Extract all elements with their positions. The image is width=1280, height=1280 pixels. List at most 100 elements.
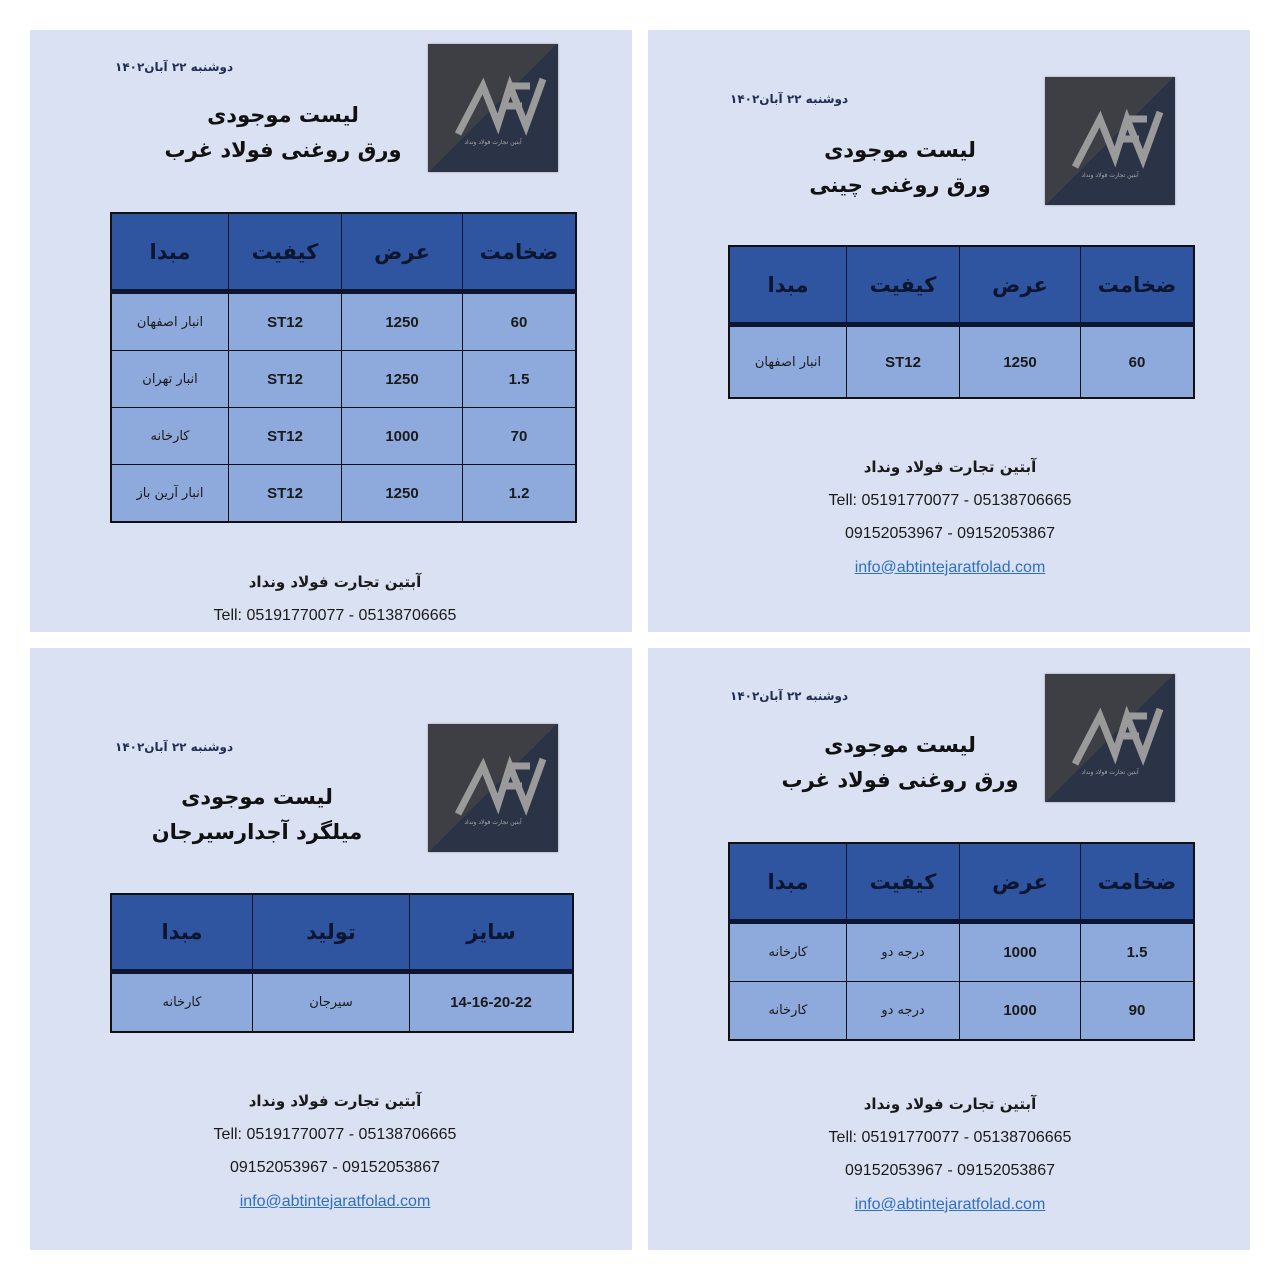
footer-mobile: 09152053967 - 09152053867 [845, 525, 1055, 542]
column-header: ضخامت [1080, 842, 1195, 924]
page-title: لیست موجودی ورق روغنی فولاد غرب [740, 728, 1060, 798]
column-header: مبدا [728, 245, 847, 327]
column-header: عرض [959, 245, 1081, 327]
footer-email[interactable]: info@abtintejaratfolad.com [854, 558, 1046, 576]
table-cell: 1250 [341, 464, 463, 523]
column-header: تولید [252, 893, 410, 974]
table-cell: 60 [1080, 324, 1195, 399]
svg-text:آبتین تجارت فولاد ونداد: آبتین تجارت فولاد ونداد [1081, 170, 1139, 179]
table-cell: 60 [462, 291, 577, 351]
table-cell: ST12 [228, 464, 342, 523]
table-row: 70 1000 ST12 کارخانه [110, 407, 577, 465]
column-header: کیفیت [846, 245, 960, 327]
table-cell: کارخانه [728, 921, 847, 982]
title-line-2: ورق روغنی فولاد غرب [164, 138, 402, 162]
company-logo: آبتین تجارت فولاد ونداد [428, 44, 558, 172]
inventory-panel: دوشنبه ۲۲ آبان۱۴۰۲ آبتین تجارت فولاد وندا… [30, 648, 632, 1250]
table-cell: انبار اصفهان [110, 291, 229, 351]
table-cell: 1000 [959, 981, 1081, 1041]
table-cell: 1250 [341, 291, 463, 351]
title-line-2: میلگرد آجدارسیرجان [151, 820, 363, 844]
table-cell: ST12 [228, 350, 342, 408]
date-label: دوشنبه ۲۲ آبان۱۴۰۲ [730, 689, 849, 703]
table-cell: 14-16-20-22 [409, 971, 574, 1033]
company-logo: آبتین تجارت فولاد ونداد [1045, 77, 1175, 205]
footer-company: آبتین تجارت فولاد ونداد [863, 1095, 1037, 1113]
title-line-1: لیست موجودی [207, 103, 359, 127]
footer-tel: Tell: 05191770077 - 05138706665 [828, 1128, 1072, 1146]
table-row: 1.2 1250 ST12 انبار آرین باز [110, 464, 577, 523]
table-cell: درجه دو [846, 921, 960, 982]
svg-text:آبتین تجارت فولاد ونداد: آبتین تجارت فولاد ونداد [1081, 767, 1139, 776]
table-cell: 1.5 [1080, 921, 1195, 982]
table-cell: سیرجان [252, 971, 410, 1033]
page-title: لیست موجودی ورق روغنی فولاد غرب [123, 98, 443, 168]
column-header: سایز [409, 893, 574, 974]
column-header: مبدا [110, 893, 253, 974]
table-cell: درجه دو [846, 981, 960, 1041]
inventory-table: ضخامت عرض کیفیت مبدا 1.5 1000 درجه دو کارخانه 90… [728, 842, 1195, 1041]
inventory-panel: دوشنبه ۲۲ آبان۱۴۰۲ آبتین تجارت فولاد وندا… [30, 30, 632, 632]
footer-company: آبتین تجارت فولاد ونداد [863, 458, 1037, 476]
footer-email[interactable]: info@abtintejaratfolad.com [239, 1192, 431, 1210]
footer-company: آبتین تجارت فولاد ونداد [248, 1092, 422, 1110]
table-cell: 1000 [959, 921, 1081, 982]
date-label: دوشنبه ۲۲ آبان۱۴۰۲ [115, 60, 234, 74]
footer-tel: Tell: 05191770077 - 05138706665 [213, 606, 457, 624]
title-line-1: لیست موجودی [181, 785, 333, 809]
svg-text:آبتین تجارت فولاد ونداد: آبتین تجارت فولاد ونداد [464, 137, 522, 146]
column-header: مبدا [110, 212, 229, 294]
column-header: مبدا [728, 842, 847, 924]
table-row: 60 1250 ST12 انبار اصفهان [728, 324, 1195, 399]
table-cell: کارخانه [110, 407, 229, 465]
table-cell: کارخانه [728, 981, 847, 1041]
title-line-1: لیست موجودی [824, 138, 976, 162]
inventory-table: ضخامت عرض کیفیت مبدا 60 1250 ST12 انبار اصفهان [728, 245, 1195, 399]
page-title: لیست موجودی میلگرد آجدارسیرجان [97, 780, 417, 850]
table-cell: 1250 [959, 324, 1081, 399]
company-logo: آبتین تجارت فولاد ونداد [428, 724, 558, 852]
inventory-panel: دوشنبه ۲۲ آبان۱۴۰۲ آبتین تجارت فولاد وندا… [648, 30, 1250, 632]
table-cell: انبار آرین باز [110, 464, 229, 523]
title-line-1: لیست موجودی [824, 733, 976, 757]
footer-mobile: 09152053967 - 09152053867 [845, 1162, 1055, 1179]
header-row: سایز تولید مبدا [110, 893, 574, 974]
column-header: کیفیت [228, 212, 342, 294]
footer-email[interactable]: info@abtintejaratfolad.com [854, 1195, 1046, 1213]
title-line-2: ورق روغنی فولاد غرب [781, 768, 1019, 792]
table-cell: 1.2 [462, 464, 577, 523]
footer-company: آبتین تجارت فولاد ونداد [248, 573, 422, 591]
table-cell: 90 [1080, 981, 1195, 1041]
table-cell: 1000 [341, 407, 463, 465]
table-cell: ST12 [846, 324, 960, 399]
footer-mobile: 09152053967 - 09152053867 [230, 1159, 440, 1176]
inventory-table: ضخامت عرض کیفیت مبدا 60 1250 ST12 انبار اصفهان 1… [110, 212, 577, 523]
date-label: دوشنبه ۲۲ آبان۱۴۰۲ [730, 92, 849, 106]
table-cell: 70 [462, 407, 577, 465]
table-cell: ST12 [228, 291, 342, 351]
column-header: عرض [341, 212, 463, 294]
inventory-panel: دوشنبه ۲۲ آبان۱۴۰۲ آبتین تجارت فولاد وندا… [648, 648, 1250, 1250]
header-row: ضخامت عرض کیفیت مبدا [110, 212, 577, 294]
table-row: 90 1000 درجه دو کارخانه [728, 981, 1195, 1041]
table-row: 1.5 1000 درجه دو کارخانه [728, 921, 1195, 982]
footer-tel: Tell: 05191770077 - 05138706665 [213, 1125, 457, 1143]
table-cell: کارخانه [110, 971, 253, 1033]
table-row: 60 1250 ST12 انبار اصفهان [110, 291, 577, 351]
header-row: ضخامت عرض کیفیت مبدا [728, 245, 1195, 327]
table-cell: ST12 [228, 407, 342, 465]
table-cell: 1250 [341, 350, 463, 408]
svg-text:آبتین تجارت فولاد ونداد: آبتین تجارت فولاد ونداد [464, 817, 522, 826]
column-header: عرض [959, 842, 1081, 924]
page-title: لیست موجودی ورق روغنی چینی [740, 133, 1060, 203]
table-row: 1.5 1250 ST12 انبار تهران [110, 350, 577, 408]
table-row: 14-16-20-22 سیرجان کارخانه [110, 971, 574, 1033]
table-cell: 1.5 [462, 350, 577, 408]
table-cell: انبار اصفهان [728, 324, 847, 399]
column-header: ضخامت [1080, 245, 1195, 327]
column-header: ضخامت [462, 212, 577, 294]
date-label: دوشنبه ۲۲ آبان۱۴۰۲ [115, 740, 234, 754]
inventory-table: سایز تولید مبدا 14-16-20-22 سیرجان کارخانه [110, 893, 574, 1033]
company-logo: آبتین تجارت فولاد ونداد [1045, 674, 1175, 802]
table-cell: انبار تهران [110, 350, 229, 408]
